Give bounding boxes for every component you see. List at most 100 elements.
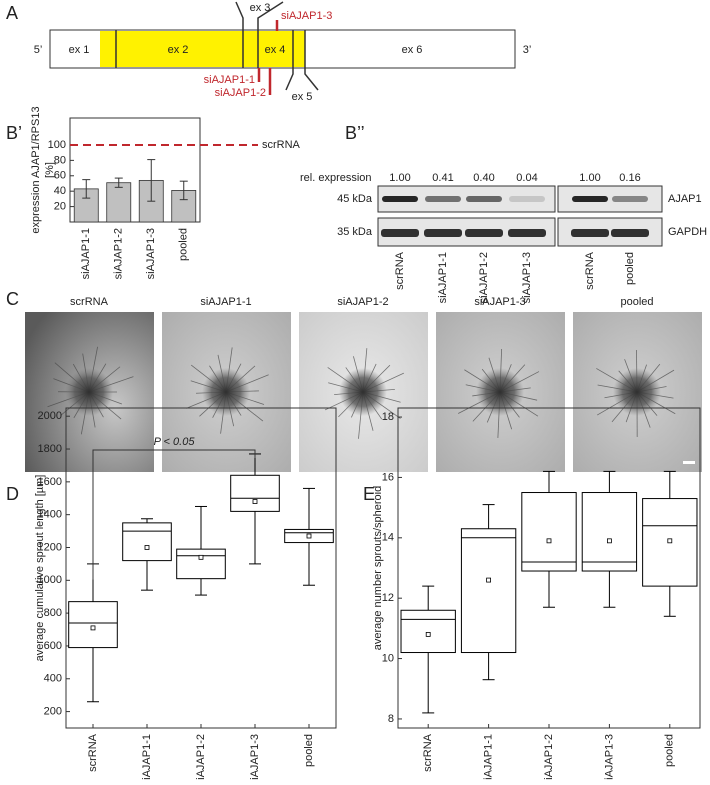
x-tick-label: siAJAP1-1: [483, 734, 495, 780]
protein-label: AJAP1: [668, 193, 702, 205]
x-tick-label: siAJAP1-2: [113, 228, 125, 279]
rel-expression-value: 0.41: [432, 172, 453, 184]
spheroid: [613, 368, 661, 416]
mean: [668, 539, 672, 543]
scale-bar: [683, 461, 695, 464]
mean: [199, 555, 203, 559]
y-tick-label: 20: [54, 200, 66, 212]
y-axis-label: average number sprouts/spheroid: [372, 486, 384, 650]
image-label: scrRNA: [70, 296, 109, 308]
box: [123, 523, 172, 561]
mean: [253, 500, 257, 504]
band: [425, 196, 461, 202]
y-tick-label: 18: [382, 411, 394, 423]
x-tick-label: pooled: [303, 734, 315, 767]
reference-label: scrRNA: [262, 139, 301, 151]
mean: [91, 626, 95, 630]
panel-label: B’’: [345, 123, 365, 143]
image-label: siAJAP1-3: [474, 296, 525, 308]
sirna-label: siAJAP1-2: [215, 87, 266, 99]
sirna-label: siAJAP1-1: [204, 74, 255, 86]
band: [381, 229, 419, 237]
mean: [307, 534, 311, 538]
panel-label: B’: [6, 123, 22, 143]
spheroid: [339, 368, 387, 416]
y-tick-label: 200: [44, 705, 62, 717]
y-tick-label: 100: [48, 139, 66, 151]
y-axis-label: expression AJAP1/RPS13: [30, 106, 42, 233]
band: [611, 229, 649, 237]
y-tick-label: 600: [44, 640, 62, 652]
lane-label: siAJAP1-1: [437, 252, 449, 303]
lane-label: pooled: [624, 252, 636, 285]
spheroid: [476, 368, 524, 416]
x-tick-label: pooled: [664, 734, 676, 767]
exon-label: ex 6: [402, 44, 423, 56]
y-tick-label: 8: [388, 713, 394, 725]
x-tick-label: siAJAP1-1: [141, 734, 153, 780]
band: [466, 196, 502, 202]
x-tick-label: siAJAP1-2: [195, 734, 207, 780]
lane-label: scrRNA: [394, 251, 406, 290]
x-tick-label: siAJAP1-3: [145, 228, 157, 279]
image-label: pooled: [620, 296, 653, 308]
exon-label: ex 3: [250, 2, 271, 14]
lane-label: scrRNA: [584, 251, 596, 290]
box: [69, 602, 118, 648]
box: [401, 610, 455, 652]
bar: [107, 183, 131, 222]
box: [582, 493, 636, 571]
box: [461, 529, 515, 653]
y-tick-label: 800: [44, 607, 62, 619]
band: [612, 196, 648, 202]
mean: [607, 539, 611, 543]
mean: [547, 539, 551, 543]
rel-expression-value: 0.04: [516, 172, 537, 184]
gene-diagram: 5’ 3’ ex 1 ex 2 ex 3 ex 4 ex 5 ex 6 siAJ…: [34, 2, 532, 103]
mean: [145, 545, 149, 549]
y-tick-label: 40: [54, 185, 66, 197]
x-tick-label: siAJAP1-3: [603, 734, 615, 780]
box: [177, 549, 226, 579]
y-tick-label: 1800: [38, 443, 62, 455]
spheroid: [202, 368, 250, 416]
mean: [426, 632, 430, 636]
y-tick-label: 2000: [38, 410, 62, 422]
band: [382, 196, 418, 202]
x-tick-label: siAJAP1-2: [543, 734, 555, 780]
spheroid-image: [573, 312, 702, 472]
x-tick-label: siAJAP1-3: [249, 734, 261, 780]
panel-label: C: [6, 289, 19, 309]
mean: [487, 578, 491, 582]
band: [509, 196, 545, 202]
rel-expression-value: 1.00: [389, 172, 410, 184]
image-label: siAJAP1-2: [337, 296, 388, 308]
five-prime: 5’: [34, 44, 43, 56]
marker-label: 35 kDa: [337, 226, 373, 238]
band: [508, 229, 546, 237]
rel-expression-value: 0.16: [619, 172, 640, 184]
protein-label: GAPDH: [668, 226, 707, 238]
y-tick-label: 10: [382, 652, 394, 664]
exon-label: ex 1: [69, 44, 90, 56]
spheroid: [65, 368, 113, 416]
y-axis-label: average cumulative sprout length [µm]: [34, 475, 46, 662]
x-tick-label: pooled: [178, 228, 190, 261]
band: [465, 229, 503, 237]
sirna-label: siAJAP1-3: [281, 10, 332, 22]
x-tick-label: siAJAP1-1: [80, 228, 92, 279]
box: [522, 493, 576, 571]
band: [571, 229, 609, 237]
band: [424, 229, 462, 237]
marker-label: 45 kDa: [337, 193, 373, 205]
y-tick-label: 16: [382, 471, 394, 483]
spheroid-image: [436, 312, 565, 472]
rel-expression-label: rel. expression: [300, 172, 372, 184]
image-label: siAJAP1-1: [200, 296, 251, 308]
x-tick-label: scrRNA: [422, 733, 434, 772]
exon-label: ex 2: [168, 44, 189, 56]
panel-label: A: [6, 3, 18, 23]
three-prime: 3’: [523, 44, 532, 56]
box: [231, 475, 280, 511]
